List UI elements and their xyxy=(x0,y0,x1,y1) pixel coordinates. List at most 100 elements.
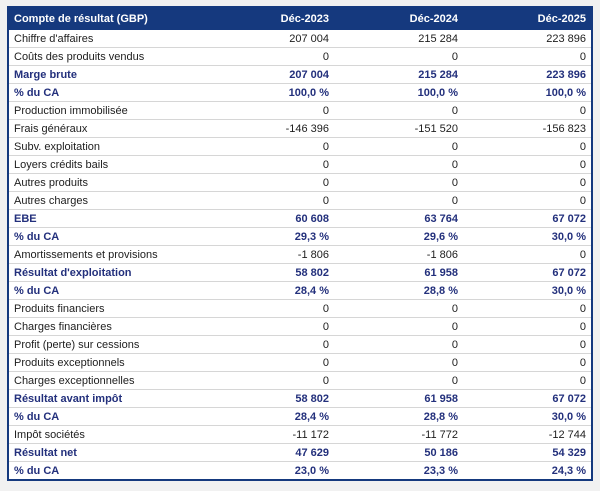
row-label: % du CA xyxy=(8,407,205,426)
table-row: Produits exceptionnels 0 0 0 xyxy=(8,353,592,372)
row-value: 28,4 % xyxy=(205,281,334,300)
row-label: Subv. exploitation xyxy=(8,137,205,156)
row-value: 0 xyxy=(334,317,463,336)
table-header-label: Compte de résultat (GBP) xyxy=(8,7,205,30)
row-value: 30,0 % xyxy=(463,281,592,300)
row-value: 67 072 xyxy=(463,263,592,282)
row-value: 30,0 % xyxy=(463,407,592,426)
table-row: Coûts des produits vendus 0 0 0 xyxy=(8,47,592,66)
row-value: 47 629 xyxy=(205,443,334,462)
row-value: 28,8 % xyxy=(334,281,463,300)
row-value: -146 396 xyxy=(205,119,334,138)
row-value: 207 004 xyxy=(205,65,334,84)
row-value: 100,0 % xyxy=(205,83,334,102)
table-row: % du CA 100,0 % 100,0 % 100,0 % xyxy=(8,83,592,102)
row-label: Produits exceptionnels xyxy=(8,353,205,372)
table-row: % du CA 29,3 % 29,6 % 30,0 % xyxy=(8,227,592,246)
row-label: Charges exceptionnelles xyxy=(8,371,205,390)
row-value: 61 958 xyxy=(334,389,463,408)
row-value: 28,8 % xyxy=(334,407,463,426)
row-value: 0 xyxy=(205,335,334,354)
row-label: Charges financières xyxy=(8,317,205,336)
row-label: Autres produits xyxy=(8,173,205,192)
row-value: 0 xyxy=(205,101,334,120)
table-row: Résultat net 47 629 50 186 54 329 xyxy=(8,443,592,462)
table-row: Autres charges 0 0 0 xyxy=(8,191,592,210)
row-label: Résultat avant impôt xyxy=(8,389,205,408)
row-label: Autres charges xyxy=(8,191,205,210)
row-label: % du CA xyxy=(8,461,205,480)
table-row: % du CA 23,0 % 23,3 % 24,3 % xyxy=(8,461,592,480)
row-value: 0 xyxy=(205,137,334,156)
row-label: Coûts des produits vendus xyxy=(8,47,205,66)
row-label: Marge brute xyxy=(8,65,205,84)
row-label: EBE xyxy=(8,209,205,228)
table-row: Résultat d'exploitation 58 802 61 958 67 07… xyxy=(8,263,592,282)
row-value: 0 xyxy=(334,335,463,354)
row-value: 0 xyxy=(463,353,592,372)
row-value: 60 608 xyxy=(205,209,334,228)
row-label: Frais généraux xyxy=(8,119,205,138)
row-value: 0 xyxy=(463,299,592,318)
row-value: 0 xyxy=(205,317,334,336)
table-row: % du CA 28,4 % 28,8 % 30,0 % xyxy=(8,281,592,300)
row-value: 0 xyxy=(334,353,463,372)
row-value: 54 329 xyxy=(463,443,592,462)
row-label: % du CA xyxy=(8,281,205,300)
row-value: 67 072 xyxy=(463,389,592,408)
table-header-dec-2024: Déc-2024 xyxy=(334,7,463,30)
row-value: 50 186 xyxy=(334,443,463,462)
row-label: Loyers crédits bails xyxy=(8,155,205,174)
row-label: Impôt sociétés xyxy=(8,425,205,444)
table-row: Subv. exploitation 0 0 0 xyxy=(8,137,592,156)
row-value: 0 xyxy=(463,47,592,66)
row-label: Profit (perte) sur cessions xyxy=(8,335,205,354)
table-row: Charges exceptionnelles 0 0 0 xyxy=(8,371,592,390)
table-row: Charges financières 0 0 0 xyxy=(8,317,592,336)
row-value: -11 172 xyxy=(205,425,334,444)
table-row: Produits financiers 0 0 0 xyxy=(8,299,592,318)
row-value: 0 xyxy=(205,47,334,66)
row-value: 0 xyxy=(463,371,592,390)
row-value: 24,3 % xyxy=(463,461,592,480)
row-value: 0 xyxy=(334,299,463,318)
row-value: 0 xyxy=(334,101,463,120)
table-header-row: Compte de résultat (GBP) Déc-2023 Déc-20… xyxy=(8,7,592,30)
row-value: 0 xyxy=(463,137,592,156)
row-value: 0 xyxy=(463,191,592,210)
row-value: 0 xyxy=(463,101,592,120)
row-value: 215 284 xyxy=(334,65,463,84)
row-value: 0 xyxy=(334,173,463,192)
row-value: 215 284 xyxy=(418,32,458,45)
table-row: % du CA 28,4 % 28,8 % 30,0 % xyxy=(8,407,592,426)
row-value: -1 806 xyxy=(205,245,334,264)
row-value: 0 xyxy=(463,245,592,264)
row-value: 29,3 % xyxy=(205,227,334,246)
row-label: % du CA xyxy=(8,227,205,246)
row-value: 28,4 % xyxy=(205,407,334,426)
row-value: 207 004 xyxy=(289,32,329,45)
row-label: Production immobilisée xyxy=(8,101,205,120)
row-value: 58 802 xyxy=(205,263,334,282)
table-row: EBE 60 608 63 764 67 072 xyxy=(8,209,592,228)
row-value: 0 xyxy=(205,353,334,372)
row-label: % du CA xyxy=(8,83,205,102)
row-value: -12 744 xyxy=(463,425,592,444)
row-value: 0 xyxy=(205,371,334,390)
table-row: Production immobilisée 0 0 0 xyxy=(8,101,592,120)
row-value: 223 896 xyxy=(463,65,592,84)
table-header-dec-2023: Déc-2023 xyxy=(205,7,334,30)
row-value: 0 xyxy=(205,173,334,192)
row-value: 100,0 % xyxy=(463,83,592,102)
row-value: 61 958 xyxy=(334,263,463,282)
row-value: 63 764 xyxy=(334,209,463,228)
row-value: 223 896 xyxy=(546,32,586,45)
table-body: Chiffre d'affaires 207 004 215 284 223 896 C… xyxy=(8,30,592,480)
table-row: Autres produits 0 0 0 xyxy=(8,173,592,192)
row-value: 0 xyxy=(205,191,334,210)
row-value: 23,3 % xyxy=(334,461,463,480)
table-row: Résultat avant impôt 58 802 61 958 67 072 xyxy=(8,389,592,408)
row-value: -11 772 xyxy=(334,425,463,444)
row-value: 30,0 % xyxy=(463,227,592,246)
table-row: Loyers crédits bails 0 0 0 xyxy=(8,155,592,174)
